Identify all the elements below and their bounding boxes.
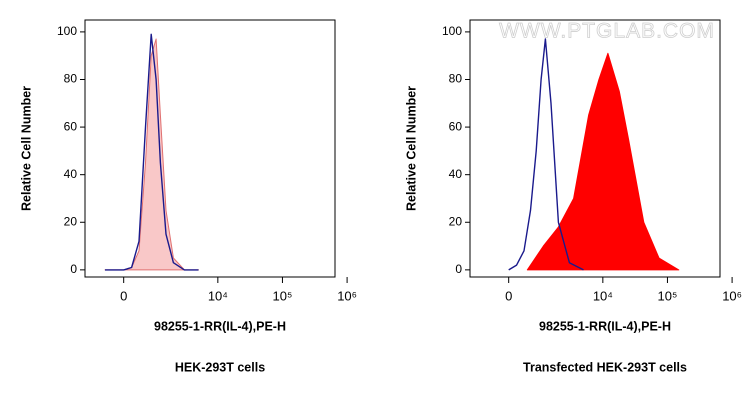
y-tick-label: 20 <box>64 214 78 228</box>
x-axis-label: 98255-1-RR(IL-4),PE-H <box>154 319 286 333</box>
y-tick-label: 0 <box>70 262 77 276</box>
y-tick-label: 60 <box>64 119 78 133</box>
x-tick-label: 0 <box>505 288 512 303</box>
y-tick-label: 0 <box>455 262 462 276</box>
x-tick-label: 10⁵ <box>658 288 678 303</box>
y-tick-label: 100 <box>57 24 77 38</box>
y-tick-label: 20 <box>449 214 463 228</box>
caption: HEK-293T cells <box>175 360 265 374</box>
x-tick-label: 10⁵ <box>273 288 293 303</box>
y-axis-label: Relative Cell Number <box>19 86 33 211</box>
plot-frame <box>84 19 336 278</box>
y-tick-label: 100 <box>442 24 462 38</box>
x-tick-label: 10⁴ <box>208 288 228 303</box>
watermark: WWW.PTGLAB.COM <box>499 20 715 43</box>
x-tick-label: 10⁴ <box>593 288 613 303</box>
y-tick-label: 80 <box>64 72 78 86</box>
caption: Transfected HEK-293T cells <box>523 360 687 374</box>
y-tick-label: 40 <box>64 167 78 181</box>
x-tick-label: 0 <box>120 288 127 303</box>
histogram-area <box>526 52 680 271</box>
x-tick-label: 10⁶ <box>722 288 742 303</box>
x-tick-label: 10⁶ <box>337 288 357 303</box>
y-axis-label: Relative Cell Number <box>404 86 418 211</box>
histogram-area <box>104 38 199 271</box>
histogram-line <box>508 38 584 271</box>
plot-frame <box>469 19 721 278</box>
y-tick-label: 60 <box>449 119 463 133</box>
y-tick-label: 40 <box>449 167 463 181</box>
y-tick-label: 80 <box>449 72 463 86</box>
histogram-line <box>105 33 199 271</box>
x-axis-label: 98255-1-RR(IL-4),PE-H <box>539 319 671 333</box>
